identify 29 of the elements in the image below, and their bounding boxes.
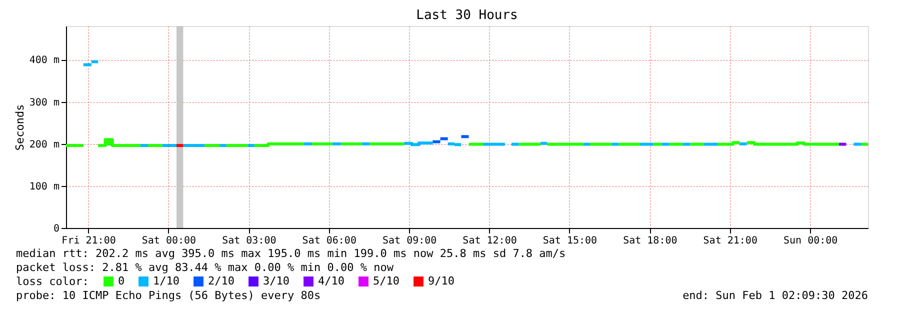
text: median rtt: 202.2 ms avg 395.0 ms max 195.0 ms min 199.0 ms now 25.8 ms sd 7.8 am/s [16, 247, 566, 260]
legend-label: 2/10 [208, 274, 234, 288]
legend-label: 5/10 [373, 274, 400, 288]
x-tick-label: Sun 00:00 [783, 236, 838, 246]
x-tick-label: Fri 21:00 [62, 236, 116, 246]
legend-label: 3/10 [263, 274, 290, 288]
x-tick-label: Sat 12:00 [462, 236, 517, 246]
y-tick-label: 100 m [29, 181, 60, 192]
text: end: Sun Feb 1 02:09:30 2026 [682, 289, 868, 302]
x-tick-label: Sat 09:00 [382, 236, 437, 246]
text: probe: 10 ICMP Echo Pings (56 Bytes) every 80s [16, 289, 321, 302]
x-tick-label: Sat 03:00 [222, 236, 276, 246]
legend-label: 1/10 [153, 274, 180, 288]
legend-label: 9/10 [428, 274, 454, 288]
y-tick-label: 200 m [29, 139, 60, 150]
text: packet loss: 2.81 % avg 83.44 % max 0.00 % min 0.00 % now [16, 261, 394, 274]
y-axis-title: Seconds [13, 104, 26, 151]
x-tick-label: Sat 06:00 [302, 236, 356, 246]
y-tick-label: 400 m [29, 55, 60, 66]
x-tick-label: Sat 21:00 [703, 236, 758, 246]
legend-title: loss color: [16, 275, 89, 288]
x-tick-label: Sat 00:00 [142, 236, 196, 246]
y-tick-label: 300 m [29, 97, 60, 108]
legend-label: 4/10 [318, 274, 344, 288]
chart-title: Last 30 Hours [416, 8, 518, 23]
x-tick-label: Sat 18:00 [623, 236, 678, 246]
x-tick-label: Sat 15:00 [542, 236, 598, 246]
y-tick-label: 0 [53, 224, 60, 234]
legend-label: 0 [118, 274, 125, 288]
